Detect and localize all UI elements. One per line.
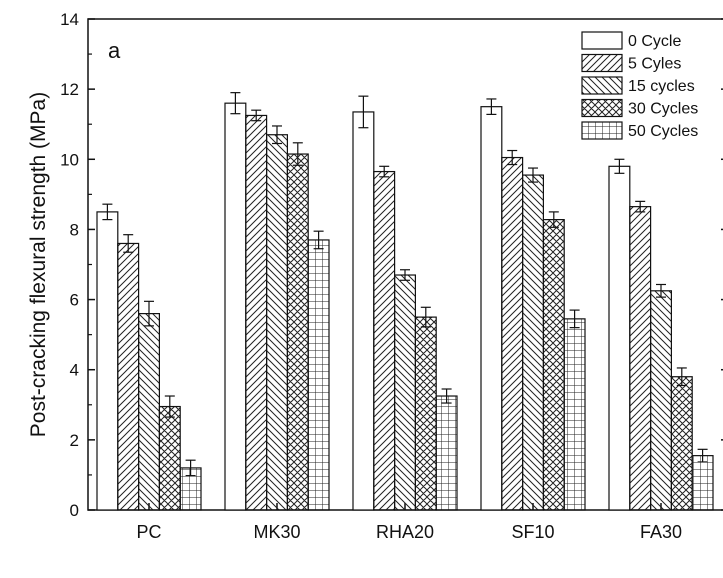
bar: [158, 405, 181, 511]
y-tick-label: 14: [60, 10, 79, 29]
legend: 0 Cycle 5 Cyles 15 cycles 30 Cycles 50 Cycle…: [581, 31, 698, 140]
bars-layer: [96, 92, 714, 511]
y-axis-label: Post-cracking flexural strength (MPa): [27, 92, 50, 437]
y-tick-label: 4: [70, 361, 79, 380]
bar: [245, 114, 268, 511]
bar: [670, 376, 693, 511]
bar: [629, 206, 652, 511]
legend-swatch: [581, 53, 623, 73]
bar: [373, 170, 396, 511]
legend-label: 50 Cycles: [628, 123, 698, 140]
bar: [352, 111, 375, 511]
legend-swatch: [581, 98, 623, 118]
legend-label: 30 Cycles: [628, 101, 698, 118]
y-axis-ticks: 0 2 4 6 8 10 12 14: [60, 10, 723, 520]
bar: [414, 316, 437, 511]
bar: [266, 134, 289, 511]
bar: [501, 156, 524, 511]
bar: [649, 290, 672, 511]
legend-label: 15 cycles: [628, 78, 695, 95]
bar: [117, 242, 140, 511]
x-tick-label: RHA20: [376, 522, 434, 542]
bar: [138, 313, 161, 511]
bar: [394, 274, 417, 511]
legend-label: 5 Cyles: [628, 56, 681, 73]
bar: [480, 106, 503, 511]
y-tick-label: 12: [60, 80, 79, 99]
y-tick-label: 8: [70, 220, 79, 239]
y-tick-label: 2: [70, 431, 79, 450]
legend-swatch: [581, 76, 623, 95]
bar: [521, 174, 544, 511]
x-tick-label: SF10: [511, 522, 554, 542]
y-tick-label: 6: [70, 291, 79, 310]
bar: [224, 102, 247, 511]
bar: [563, 318, 586, 511]
x-tick-label: FA30: [640, 522, 682, 542]
bar: [691, 455, 714, 511]
legend-swatch: [581, 121, 623, 140]
legend-label: 0 Cycle: [628, 33, 681, 50]
bar: [307, 239, 330, 511]
x-tick-label: PC: [136, 522, 161, 542]
bar: [542, 219, 565, 511]
bar: [435, 395, 458, 511]
y-tick-label: 0: [70, 501, 79, 520]
bar: [96, 211, 119, 511]
x-tick-label: MK30: [253, 522, 300, 542]
legend-swatch: [581, 31, 623, 50]
bar: [286, 153, 309, 511]
panel-label: a: [108, 38, 121, 63]
y-tick-label: 10: [60, 150, 79, 169]
x-axis-ticks: PC MK30 RHA20 SF10 FA30: [136, 503, 682, 542]
bar: [608, 165, 631, 511]
